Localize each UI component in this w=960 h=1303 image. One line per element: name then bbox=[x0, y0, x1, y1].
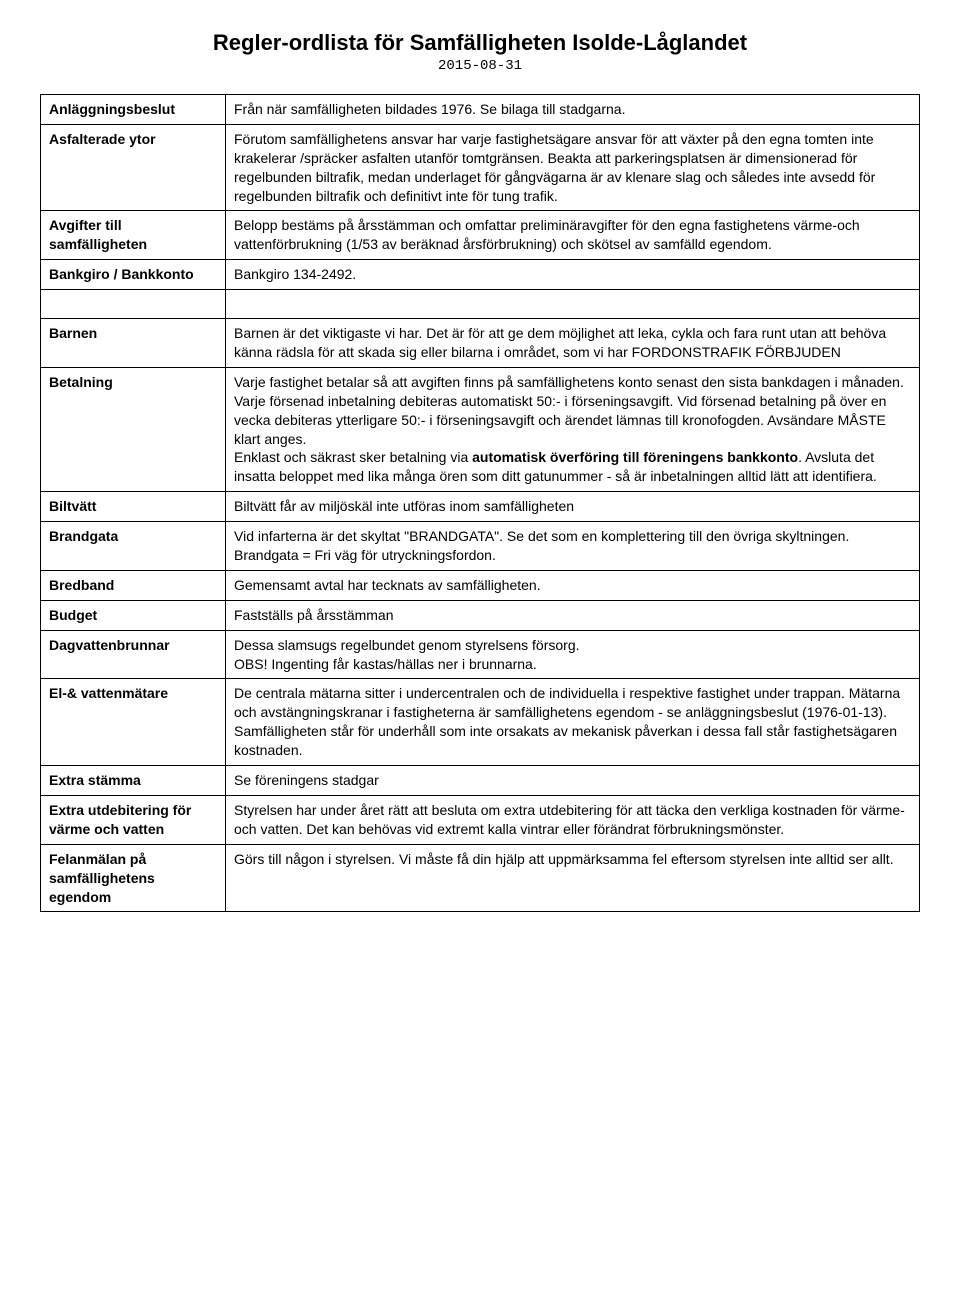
table-row: BredbandGemensamt avtal har tecknats av … bbox=[41, 570, 920, 600]
glossary-definition: Varje fastighet betalar så att avgiften … bbox=[226, 367, 920, 491]
glossary-definition: De centrala mätarna sitter i undercentra… bbox=[226, 679, 920, 766]
glossary-definition: Se föreningens stadgar bbox=[226, 766, 920, 796]
glossary-definition: Dessa slamsugs regelbundet genom styrels… bbox=[226, 630, 920, 679]
table-row: Felanmälan på samfällighetens egendomGör… bbox=[41, 844, 920, 912]
table-row: Bankgiro / BankkontoBankgiro 134-2492. bbox=[41, 260, 920, 290]
table-row: BiltvättBiltvätt får av miljöskäl inte u… bbox=[41, 492, 920, 522]
glossary-term: Barnen bbox=[41, 319, 226, 368]
table-row: Avgifter till samfällighetenBelopp bestä… bbox=[41, 211, 920, 260]
glossary-definition: Vid infarterna är det skyltat "BRANDGATA… bbox=[226, 522, 920, 571]
table-row: BudgetFastställs på årsstämman bbox=[41, 600, 920, 630]
glossary-term: Anläggningsbeslut bbox=[41, 95, 226, 125]
glossary-definition: Belopp bestäms på årsstämman och omfatta… bbox=[226, 211, 920, 260]
glossary-term: Bankgiro / Bankkonto bbox=[41, 260, 226, 290]
glossary-term: Felanmälan på samfällighetens egendom bbox=[41, 844, 226, 912]
table-row: BetalningVarje fastighet betalar så att … bbox=[41, 367, 920, 491]
table-row: Extra stämmaSe föreningens stadgar bbox=[41, 766, 920, 796]
glossary-definition: Från när samfälligheten bildades 1976. S… bbox=[226, 95, 920, 125]
table-row: BarnenBarnen är det viktigaste vi har. D… bbox=[41, 319, 920, 368]
glossary-term: Brandgata bbox=[41, 522, 226, 571]
glossary-term: Biltvätt bbox=[41, 492, 226, 522]
table-row: DagvattenbrunnarDessa slamsugs regelbund… bbox=[41, 630, 920, 679]
glossary-term: Dagvattenbrunnar bbox=[41, 630, 226, 679]
glossary-term: El-& vattenmätare bbox=[41, 679, 226, 766]
glossary-definition: Görs till någon i styrelsen. Vi måste få… bbox=[226, 844, 920, 912]
table-row: BrandgataVid infarterna är det skyltat "… bbox=[41, 522, 920, 571]
glossary-definition: Biltvätt får av miljöskäl inte utföras i… bbox=[226, 492, 920, 522]
table-row: AnläggningsbeslutFrån när samfälligheten… bbox=[41, 95, 920, 125]
glossary-table: AnläggningsbeslutFrån när samfälligheten… bbox=[40, 94, 920, 912]
glossary-term: Avgifter till samfälligheten bbox=[41, 211, 226, 260]
glossary-term: Extra utdebitering för värme och vatten bbox=[41, 795, 226, 844]
page-title: Regler-ordlista för Samfälligheten Isold… bbox=[40, 30, 920, 56]
table-spacer-row bbox=[41, 290, 920, 319]
glossary-definition: Fastställs på årsstämman bbox=[226, 600, 920, 630]
glossary-term: Budget bbox=[41, 600, 226, 630]
glossary-definition: Gemensamt avtal har tecknats av samfälli… bbox=[226, 570, 920, 600]
table-row: Extra utdebitering för värme och vattenS… bbox=[41, 795, 920, 844]
glossary-term: Asfalterade ytor bbox=[41, 124, 226, 211]
glossary-definition: Förutom samfällighetens ansvar har varje… bbox=[226, 124, 920, 211]
table-row: El-& vattenmätareDe centrala mätarna sit… bbox=[41, 679, 920, 766]
glossary-definition: Barnen är det viktigaste vi har. Det är … bbox=[226, 319, 920, 368]
glossary-definition: Styrelsen har under året rätt att beslut… bbox=[226, 795, 920, 844]
table-row: Asfalterade ytorFörutom samfällighetens … bbox=[41, 124, 920, 211]
glossary-term: Extra stämma bbox=[41, 766, 226, 796]
glossary-term: Betalning bbox=[41, 367, 226, 491]
glossary-term: Bredband bbox=[41, 570, 226, 600]
document-date: 2015-08-31 bbox=[40, 58, 920, 74]
glossary-definition: Bankgiro 134-2492. bbox=[226, 260, 920, 290]
